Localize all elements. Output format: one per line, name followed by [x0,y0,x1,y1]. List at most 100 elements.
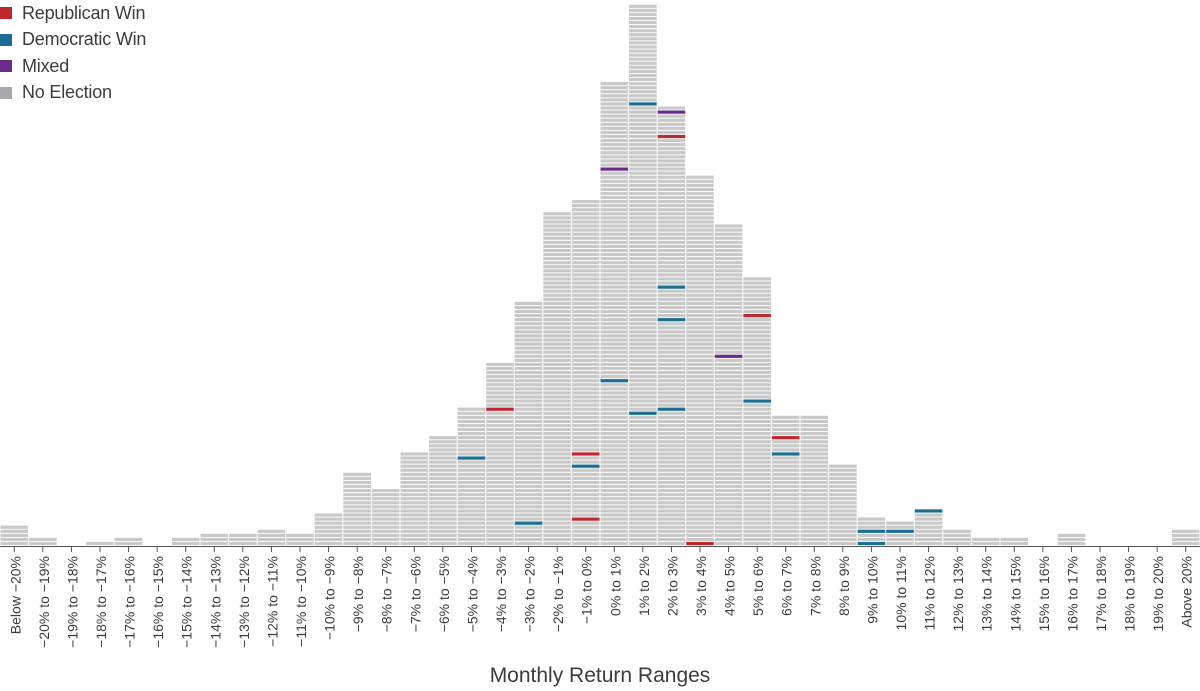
bar-unit [314,533,343,537]
bar-unit [371,521,400,525]
bar-unit [771,533,800,537]
bar-unit [686,314,714,318]
bar-unit [657,139,686,143]
bar-unit [714,411,743,415]
bar-unit [629,493,657,497]
bar-unit [686,224,714,228]
bar-unit [686,411,714,415]
bar-unit [543,334,571,338]
legend: Republican Win Democratic Win Mixed No E… [0,0,146,106]
bar-unit [714,533,743,537]
bar-unit [486,468,514,472]
bar-unit [629,277,657,281]
bar-unit [629,501,657,505]
bar-unit [486,423,514,428]
bar-unit [543,228,571,232]
bar-unit [943,541,971,546]
bar-unit [543,350,571,354]
bar-unit [714,391,743,395]
bar-unit [571,399,600,403]
x-tick-label: −8% to −7% [379,556,395,632]
bar-unit [657,541,686,546]
bar-unit [371,493,400,497]
bar-unit [657,415,686,419]
x-tick-label: 6% to 7% [779,556,795,616]
bar-unit [657,346,686,350]
bar-unit [686,403,714,407]
bar-unit [829,537,857,542]
bar-unit [743,423,771,428]
bar-unit [686,204,714,208]
bar-unit [429,464,457,468]
bar-unit [514,342,543,346]
bar-unit [543,285,571,289]
bar-unit [686,419,714,423]
bar-unit [571,305,600,310]
bar-unit [543,427,571,432]
bar-unit [800,476,829,480]
bar-unit [514,407,543,411]
bar-unit [457,489,486,493]
bar-unit [286,541,314,546]
bar-unit [571,460,600,464]
bar-unit [629,484,657,489]
bar-unit [543,460,571,464]
bar-unit [743,285,771,289]
bar-unit [657,391,686,395]
bar-unit [600,541,629,546]
x-tick-label: −6% to −5% [436,556,452,632]
bar-unit [600,122,629,126]
bar-unit [657,122,686,126]
bar-unit [571,468,600,472]
bar-unit [343,529,371,533]
bar-unit [629,94,657,98]
bar-unit [600,212,629,216]
bar-unit [600,391,629,395]
x-tick-label: −7% to −6% [407,556,423,632]
bar-unit [686,187,714,192]
bar-unit [629,216,657,220]
bar-unit [0,525,29,529]
bar-unit [629,375,657,379]
bar-unit [429,541,457,546]
bar-15 [429,436,457,546]
bar-unit [571,403,600,407]
bar-unit [571,265,600,269]
bar-unit [743,529,771,533]
bar-unit [629,73,657,78]
bar-unit [714,358,743,362]
bar-unit [629,379,657,383]
bar-unit [571,509,600,513]
bar-unit [543,224,571,228]
bar-unit [86,541,114,546]
bar-22 [629,4,657,546]
x-tick-label: −19% to −18% [64,556,80,648]
bar-unit [857,533,886,537]
bar-unit [686,175,714,179]
bar-unit [629,4,657,8]
bar-unit [600,480,629,485]
bar-unit [686,289,714,293]
bar-unit [657,370,686,375]
highlight-republican-win [486,407,514,411]
bar-unit [600,423,629,428]
bar-unit [657,126,686,130]
bar-unit [829,529,857,533]
bar-unit [829,513,857,517]
bar-unit [714,346,743,350]
bar-unit [571,423,600,428]
bar-unit [457,541,486,546]
bar-unit [629,338,657,342]
bar-unit [629,305,657,310]
bar-unit [657,509,686,513]
bar-unit [514,456,543,460]
bar-unit [657,212,686,216]
bar-unit [771,541,800,546]
bar-unit [629,391,657,395]
bar-unit [600,305,629,310]
bar-unit [686,212,714,216]
bar-32 [914,509,943,546]
bar-unit [629,370,657,375]
x-tick-label: 10% to 11% [893,556,909,630]
bar-unit [714,285,743,289]
